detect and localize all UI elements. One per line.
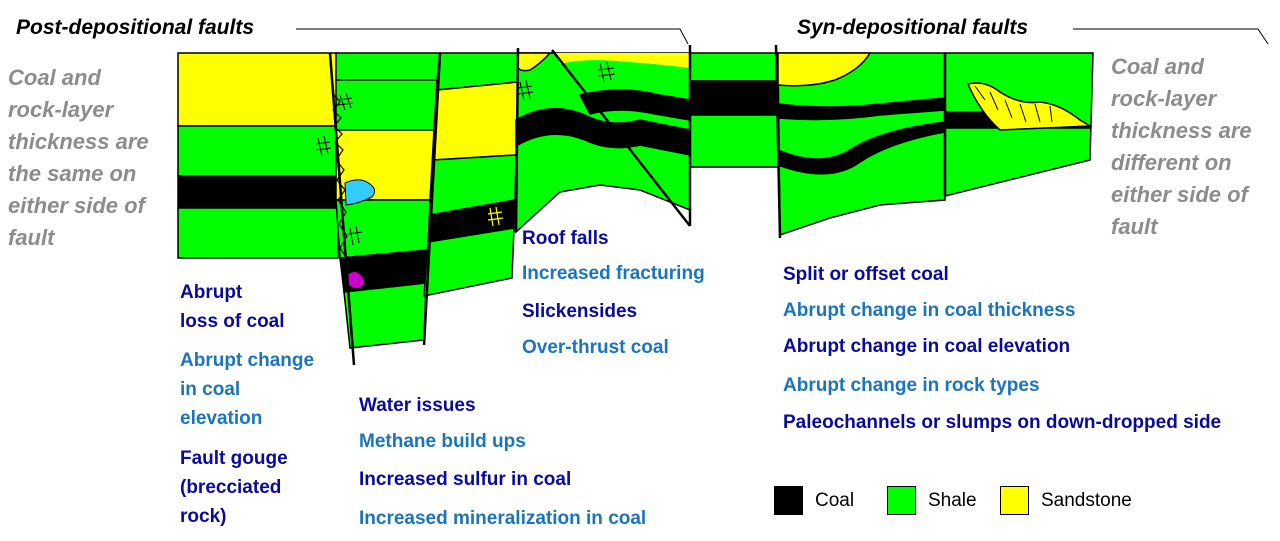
block-5 bbox=[689, 52, 779, 168]
label-methane-build-ups: Methane build ups bbox=[359, 431, 526, 452]
fault-line-5 bbox=[774, 44, 782, 239]
block-7 bbox=[944, 52, 1094, 197]
fractures-thrust bbox=[517, 61, 616, 101]
label-abrupt-change-coal-elevation: Abrupt change in coal elevation bbox=[180, 350, 315, 429]
label-paleochannels: Paleochannels or slumps on down-dropped … bbox=[783, 412, 1222, 433]
label-slickensides: Slickensides bbox=[522, 301, 638, 322]
fault-line-2 bbox=[422, 52, 442, 346]
label-roof-falls: Roof falls bbox=[522, 228, 609, 249]
legend-swatch-sandstone bbox=[1000, 486, 1029, 515]
block-1 bbox=[177, 52, 339, 259]
label-abrupt-loss-of-coal: Abrupt loss of coal bbox=[180, 282, 285, 332]
label-increased-fracturing: Increased fracturing bbox=[522, 263, 705, 284]
sulfur-nodule bbox=[347, 270, 366, 289]
legend-item-coal: Coal bbox=[774, 486, 854, 515]
legend-swatch-coal bbox=[774, 486, 803, 515]
syn-depositional-title: Syn-depositional faults bbox=[797, 16, 1029, 39]
legend-item-sandstone: Sandstone bbox=[1000, 486, 1132, 515]
fault-line-1 bbox=[328, 52, 356, 366]
legend-label-coal: Coal bbox=[815, 489, 855, 511]
syn-header-callout-line bbox=[1073, 28, 1269, 45]
label-water-issues: Water issues bbox=[359, 395, 476, 416]
label-over-thrust-coal: Over-thrust coal bbox=[522, 337, 669, 358]
legend-label-sandstone: Sandstone bbox=[1041, 489, 1132, 511]
label-coal-thickness-change: Abrupt change in coal thickness bbox=[783, 300, 1076, 321]
label-rock-types-change: Abrupt change in rock types bbox=[783, 375, 1040, 396]
legend-item-shale: Shale bbox=[887, 486, 977, 515]
water-pocket bbox=[344, 179, 376, 206]
block-6 bbox=[777, 52, 946, 237]
fractures-left bbox=[315, 92, 363, 246]
post-depositional-title: Post-depositional faults bbox=[16, 16, 255, 39]
right-side-note: Coal and rock-layer thickness are differ… bbox=[1111, 54, 1252, 239]
block-4 bbox=[515, 52, 691, 234]
fault-line-3 bbox=[514, 47, 520, 233]
label-increased-sulfur: Increased sulfur in coal bbox=[359, 469, 572, 490]
thrust-fault-line bbox=[551, 49, 691, 227]
label-fault-gouge: Fault gouge (brecciated rock) bbox=[180, 448, 288, 527]
left-side-note: Coal and rock-layer thickness are the sa… bbox=[8, 65, 149, 250]
legend-swatch-shale bbox=[887, 486, 916, 515]
fractures-yellow bbox=[487, 206, 504, 227]
label-increased-mineralization: Increased mineralization in coal bbox=[359, 508, 647, 529]
label-split-offset-coal: Split or offset coal bbox=[783, 264, 949, 285]
label-coal-elevation-change: Abrupt change in coal elevation bbox=[783, 336, 1071, 357]
post-header-callout-line bbox=[296, 28, 689, 45]
legend-label-shale: Shale bbox=[928, 489, 977, 511]
fault-gouge-breccia bbox=[332, 94, 349, 261]
